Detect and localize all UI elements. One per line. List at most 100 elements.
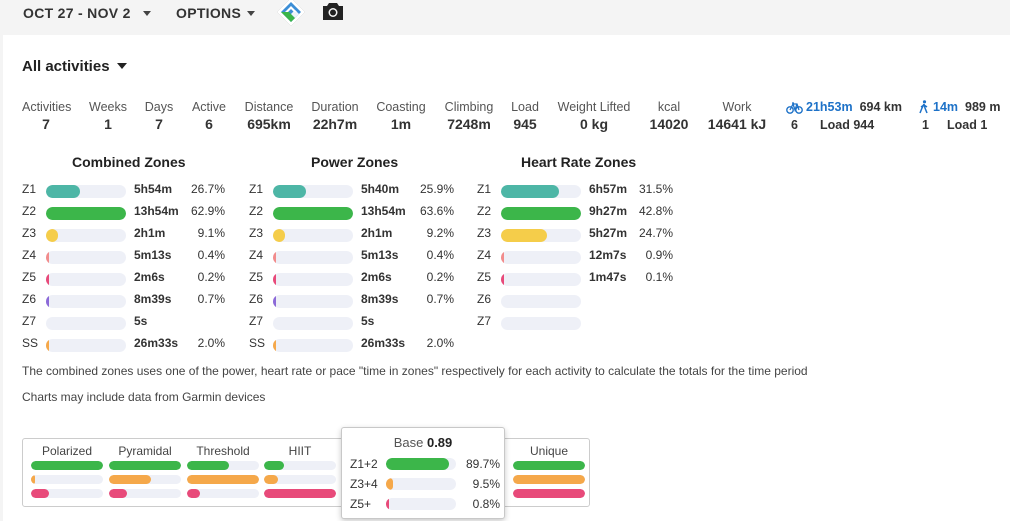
distribution-bar-fill: [109, 461, 181, 470]
zone-label: SS: [22, 336, 39, 350]
zone-time: 26m33s: [134, 336, 179, 350]
stat-distance: Distance 695km: [243, 100, 295, 132]
zone-row: Z1 5h54m 26.7%: [22, 178, 225, 200]
zone-percent: 42.8%: [638, 204, 673, 218]
tooltip-score: 0.89: [426, 435, 453, 450]
stat-weight-lifted: Weight Lifted 0 kg: [556, 100, 632, 132]
stat-value: 1: [104, 116, 112, 132]
sport-duration: 14m: [933, 100, 959, 114]
zone-label: Z3: [249, 226, 264, 240]
zone-bar-fill: [501, 207, 581, 220]
zone-bar-fill: [273, 207, 353, 220]
zone-bar-fill: [501, 251, 505, 264]
zone-row: Z6 8m39s 0.7%: [249, 288, 454, 310]
sport-summary-walk[interactable]: 14m 989 m 1 Load 1: [918, 100, 1000, 132]
zone-label: Z6: [249, 292, 264, 306]
zone-bar-fill: [273, 185, 306, 198]
zone-percent: 62.9%: [190, 204, 225, 218]
tooltip-title: Base 0.89: [342, 435, 504, 450]
app-logo-icon[interactable]: [275, 0, 307, 28]
zone-bar-fill: [46, 295, 50, 308]
options-menu-button[interactable]: OPTIONS: [176, 5, 256, 21]
tooltip-row-label: Z3+4: [350, 477, 378, 491]
activity-type-dropdown[interactable]: All activities: [22, 58, 127, 75]
stat-value: 7: [42, 116, 50, 132]
sport-count: 1: [922, 118, 929, 132]
stat-value: 945: [513, 116, 537, 132]
distribution-bar-fill: [264, 461, 285, 470]
distribution-column[interactable]: Pyramidal: [109, 439, 181, 498]
zone-row: Z6: [477, 288, 673, 310]
distribution-bar-fill: [31, 489, 49, 498]
stat-weeks: Weeks 1: [89, 100, 127, 132]
zone-time: 5h27m: [589, 226, 628, 240]
distribution-bar-track: [513, 489, 585, 498]
zone-row: Z2 13h54m 62.9%: [22, 200, 225, 222]
distribution-column[interactable]: Unique: [513, 439, 585, 498]
distribution-column[interactable]: Threshold: [187, 439, 259, 498]
zone-label: Z4: [22, 248, 37, 262]
stat-label: Days: [144, 100, 174, 114]
camera-icon[interactable]: [322, 1, 344, 21]
zone-percent: 0.4%: [426, 248, 454, 262]
heart-rate-zones-title: Heart Rate Zones: [521, 154, 637, 170]
zone-time: 12m7s: [589, 248, 627, 262]
zone-percent: 24.7%: [638, 226, 673, 240]
zone-time: 8m39s: [134, 292, 172, 306]
tooltip-bar-fill: [386, 458, 449, 470]
stat-label: Load: [511, 100, 539, 114]
zone-label: Z2: [249, 204, 264, 218]
zone-percent: 9.1%: [197, 226, 225, 240]
zone-bar-fill: [501, 229, 548, 242]
zone-percent: 9.2%: [426, 226, 454, 240]
power-zones-title: Power Zones: [311, 154, 399, 170]
distribution-bar-fill: [264, 489, 336, 498]
stat-label: Coasting: [376, 100, 426, 114]
stat-value: 7248m: [447, 116, 491, 132]
zone-time: 13h54m: [361, 204, 406, 218]
distribution-bar-track: [187, 461, 259, 470]
zone-bar-fill: [46, 229, 58, 242]
distribution-label: Threshold: [196, 444, 250, 458]
stat-value: 0 kg: [579, 116, 608, 132]
stat-days: Days 7: [144, 100, 174, 132]
zone-row: Z5 1m47s 0.1%: [477, 266, 673, 288]
zone-bar-track: [501, 185, 581, 198]
zone-percent: 26.7%: [190, 182, 225, 196]
zone-row: Z2 9h27m 42.8%: [477, 200, 673, 222]
zone-label: Z1: [477, 182, 492, 196]
stat-load: Load 945: [509, 100, 541, 132]
chevron-down-icon: [247, 11, 256, 16]
distribution-column[interactable]: Polarized: [31, 439, 103, 498]
stat-label: Weeks: [89, 100, 127, 114]
zone-time: 8m39s: [361, 292, 399, 306]
stat-label: Distance: [244, 100, 294, 114]
tooltip-row-percent: 89.7%: [465, 457, 500, 471]
distribution-column[interactable]: HIIT: [264, 439, 336, 498]
distribution-bar-fill: [187, 475, 259, 484]
zone-row: Z5 2m6s 0.2%: [22, 266, 225, 288]
zone-percent: 0.9%: [645, 248, 673, 262]
zone-bar-track: [46, 185, 126, 198]
stat-label: Activities: [22, 100, 72, 114]
zone-bar-track: [501, 251, 581, 264]
zone-time: 2h1m: [361, 226, 393, 240]
tooltip-row: Z3+4 9.5%: [350, 476, 500, 492]
zone-bar-track: [46, 207, 126, 220]
sport-summary-ride[interactable]: 21h53m 694 km 6 Load 944: [786, 100, 902, 132]
zone-row: SS 26m33s 2.0%: [22, 332, 225, 354]
stat-value: 1m: [390, 116, 412, 132]
zone-row: Z6 8m39s 0.7%: [22, 288, 225, 310]
zone-time: 5h40m: [361, 182, 400, 196]
zone-percent: 0.7%: [426, 292, 454, 306]
top-bar: OCT 27 - NOV 2 OPTIONS: [0, 0, 1010, 34]
distribution-bar-fill: [31, 461, 103, 470]
date-range-selector[interactable]: OCT 27 - NOV 2: [23, 5, 151, 21]
zone-row: Z3 5h27m 24.7%: [477, 222, 673, 244]
distribution-label: Pyramidal: [118, 444, 172, 458]
zone-time: 2m6s: [134, 270, 165, 284]
zone-label: Z2: [22, 204, 37, 218]
sport-distance: 694 km: [859, 100, 902, 114]
zone-row: Z7 5s: [249, 310, 454, 332]
zone-bar-track: [501, 317, 581, 330]
